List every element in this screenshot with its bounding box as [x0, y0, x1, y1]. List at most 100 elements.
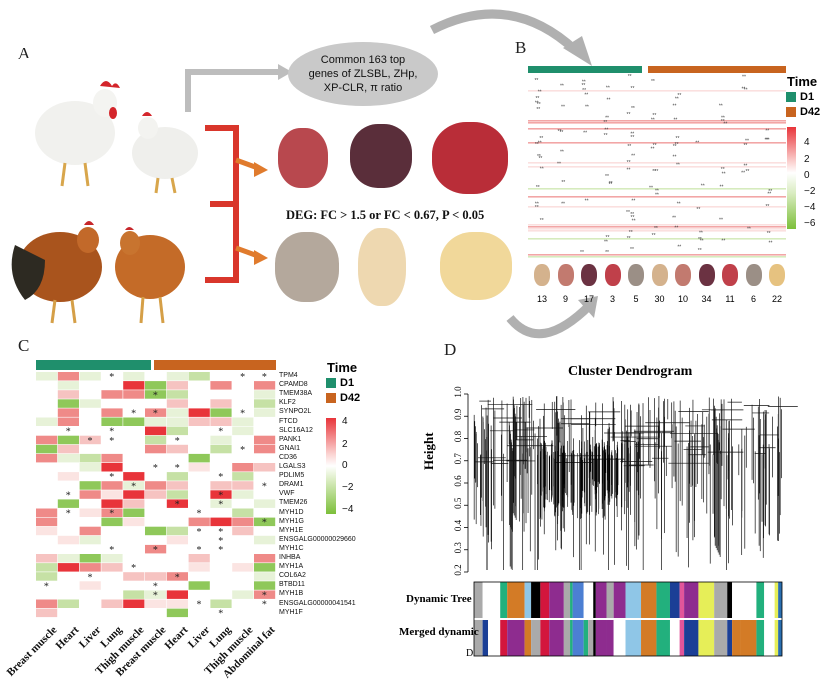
- c-cb-tick: 0: [342, 460, 348, 471]
- c-sig-star: *: [109, 472, 114, 483]
- c-heat-cell: [57, 517, 79, 527]
- dynamic-tree-module: [563, 582, 571, 618]
- c-heat-cell: [57, 417, 79, 426]
- b-time-bar-d42: [648, 66, 786, 73]
- c-heat-cell: [36, 408, 58, 417]
- b-sig-star: **: [627, 160, 631, 166]
- c-heat-cell: [254, 444, 276, 454]
- b-heat-row: [528, 90, 786, 92]
- c-heat-cell: [57, 535, 79, 545]
- c-heat-cell: [254, 499, 276, 508]
- c-sig-star: *: [109, 509, 114, 520]
- white-chicken-photo: [20, 58, 215, 198]
- c-sig-star: *: [240, 372, 245, 383]
- b-heat-row: [528, 246, 786, 248]
- gene-label: DRAM1: [279, 481, 304, 489]
- c-sig-star: *: [153, 463, 158, 474]
- b-heat-row: [528, 208, 786, 210]
- b-heat-row: [528, 206, 786, 208]
- c-heat-cell: [188, 517, 210, 527]
- gene-label: CPAMD8: [279, 381, 308, 389]
- deg-count: 13: [536, 294, 547, 304]
- panel-b-label: B: [515, 38, 527, 57]
- c-heat-cell: [79, 381, 101, 390]
- merged-module: [740, 620, 757, 656]
- merged-module: [656, 620, 670, 656]
- c-heat-cell: [166, 581, 188, 590]
- c-heat-cell: [79, 526, 101, 536]
- c-heat-cell: [79, 563, 101, 572]
- b-sig-star: **: [561, 104, 565, 110]
- breast-muscle-photo: [358, 228, 406, 306]
- module-bars-border: [473, 581, 783, 657]
- c-sig-star: *: [262, 600, 267, 611]
- c-heat-cell: [123, 408, 145, 417]
- c-heat-cell: [166, 472, 188, 481]
- abdominal-fat-photo: [440, 232, 512, 300]
- b-heat-row: [528, 102, 786, 104]
- b-sig-star: **: [765, 137, 769, 143]
- b-heat-row: [528, 144, 786, 146]
- b-heat-row: [528, 96, 786, 98]
- c-heat-cell: [210, 508, 232, 517]
- d42-swatch: [326, 393, 336, 403]
- c-heat-cell: [101, 499, 123, 508]
- c-heat-cell: [145, 372, 167, 381]
- b-heat-row: [528, 190, 786, 192]
- b-heat-row: [528, 104, 786, 106]
- b-sig-star: **: [605, 250, 609, 256]
- b-sig-star: **: [768, 189, 772, 195]
- b-heat-row: [528, 198, 786, 200]
- c-heat-cell: [36, 508, 58, 517]
- c-heat-cell: [57, 508, 79, 517]
- c-heat-cell: [232, 408, 254, 417]
- b-sig-star: **: [696, 207, 700, 213]
- c-heat-cell: [232, 599, 254, 608]
- deg-count: 34: [701, 294, 712, 304]
- b-heat-row: [528, 178, 786, 180]
- deg-count: 22: [771, 294, 782, 304]
- b-heat-row: [528, 194, 786, 196]
- c-heat-cell: [101, 472, 123, 481]
- b-heat-row: [528, 106, 786, 108]
- dynamic-tree-module: [641, 582, 657, 618]
- b-heat-row: [528, 152, 786, 154]
- b-heat-row: [528, 134, 786, 136]
- gene-label: MYH1B: [279, 590, 304, 598]
- b-sig-star: **: [631, 153, 635, 159]
- b-sig-star: **: [535, 100, 539, 106]
- b-sig-star: **: [766, 137, 770, 143]
- c-heat-cell: [210, 472, 232, 481]
- b-sig-star: **: [652, 169, 656, 175]
- c-heat-cell: [57, 472, 79, 481]
- dynamic-tree-module: [740, 582, 757, 618]
- b-heat-row: [528, 110, 786, 112]
- b-sig-star: **: [557, 162, 561, 168]
- c-heat-cell: [188, 554, 210, 563]
- c-heat-cell: [101, 481, 123, 490]
- b-sig-star: **: [560, 149, 564, 155]
- c-heat-cell: [57, 499, 79, 508]
- gene-label: MYH1D: [279, 508, 304, 516]
- c-heat-cell: [79, 499, 101, 508]
- panel-d-footnote: D: [466, 648, 474, 659]
- b-sig-star: **: [719, 104, 723, 110]
- b-sig-star: **: [722, 171, 726, 177]
- b-heat-row: [528, 100, 786, 102]
- merged-module: [669, 620, 680, 656]
- c-heat-cell: [101, 535, 123, 545]
- b-heat-row: [528, 174, 786, 176]
- c-heat-cell: [101, 563, 123, 572]
- c-heat-cell: [36, 399, 58, 408]
- b-sig-star: **: [695, 140, 699, 146]
- d42-label: D42: [800, 106, 821, 118]
- c-sig-star: *: [175, 572, 180, 583]
- c-heat-cell: [232, 390, 254, 399]
- c-heat-cell: [57, 581, 79, 590]
- c-cb-tick: 4: [342, 416, 348, 427]
- b-heat-row: [528, 88, 786, 90]
- b-sig-star: **: [627, 236, 631, 242]
- b-sig-star: **: [608, 182, 612, 188]
- b-sig-star: **: [630, 132, 634, 138]
